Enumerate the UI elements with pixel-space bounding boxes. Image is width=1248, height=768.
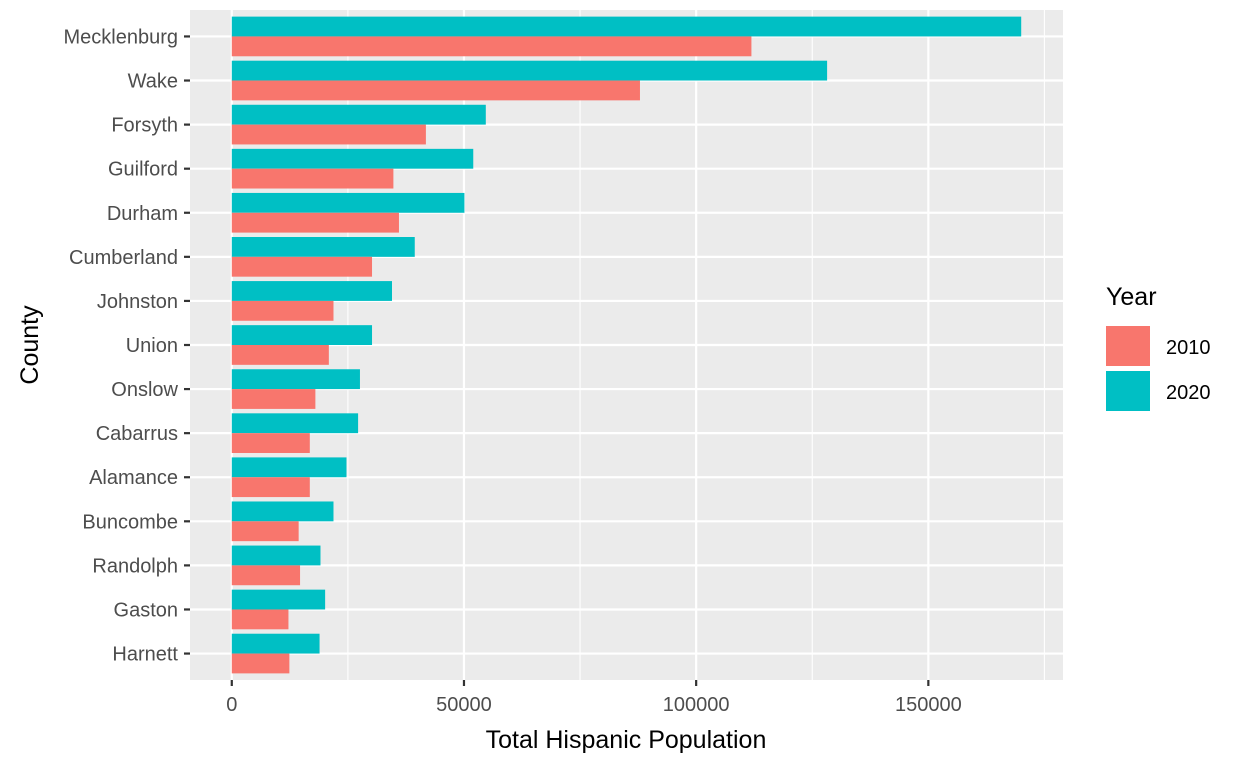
- bar-2010-guilford: [231, 168, 394, 189]
- y-tick-label: Forsyth: [111, 115, 178, 137]
- legend-label-2010: 2010: [1166, 337, 1211, 359]
- bar-2020-union: [231, 325, 373, 345]
- y-tick-label: Cumberland: [69, 247, 178, 269]
- x-tick-label: 50000: [436, 694, 492, 716]
- y-tick-label: Gaston: [114, 599, 178, 621]
- bar-2020-wake: [231, 60, 828, 81]
- y-tick-label: Buncombe: [82, 511, 178, 533]
- bar-2020-durham: [231, 192, 465, 213]
- y-tick-label: Cabarrus: [96, 423, 178, 445]
- y-axis-title: County: [16, 305, 44, 385]
- bars: [231, 16, 1022, 674]
- y-tick-label: Johnston: [97, 291, 178, 313]
- y-tick-label: Wake: [128, 71, 178, 93]
- bar-2020-johnston: [231, 281, 392, 301]
- legend-title: Year: [1106, 283, 1157, 311]
- bar-2020-onslow: [231, 369, 360, 390]
- y-tick-label: Onslow: [111, 379, 178, 401]
- y-tick-label: Alamance: [89, 467, 178, 489]
- bar-2010-onslow: [231, 389, 316, 409]
- bar-2020-guilford: [231, 148, 474, 169]
- bar-2010-harnett: [231, 653, 290, 674]
- bar-2010-buncombe: [231, 521, 299, 542]
- bar-2010-randolph: [231, 565, 301, 586]
- bar-2020-forsyth: [231, 104, 486, 125]
- y-tick-label: Guilford: [108, 159, 178, 181]
- y-tick-label: Union: [126, 335, 178, 357]
- legend-label-2020: 2020: [1166, 382, 1211, 404]
- bar-2010-mecklenburg: [231, 36, 752, 57]
- x-tick-label: 0: [226, 694, 237, 716]
- bar-2020-mecklenburg: [231, 16, 1022, 37]
- bar-2010-forsyth: [231, 124, 426, 145]
- y-axis: Mecklenburg Wake Forsyth Guilford Durham Cumb…: [63, 26, 190, 666]
- bar-2010-alamance: [231, 477, 310, 498]
- bar-2010-union: [231, 345, 329, 365]
- bar-2020-harnett: [231, 633, 320, 654]
- x-tick-label: 150000: [895, 694, 962, 716]
- y-tick-label: Durham: [107, 203, 178, 225]
- bar-2010-gaston: [231, 609, 289, 630]
- bar-2010-wake: [231, 80, 640, 101]
- x-axis-title: Total Hispanic Population: [486, 726, 767, 754]
- bar-2010-durham: [231, 212, 399, 233]
- legend-key-2010: [1106, 326, 1150, 366]
- legend: Year 2010 2020: [1106, 283, 1211, 411]
- y-tick-label: Randolph: [92, 555, 178, 577]
- bar-2010-johnston: [231, 300, 334, 321]
- bar-2020-gaston: [231, 589, 326, 610]
- bar-2020-cumberland: [231, 237, 415, 257]
- bar-2010-cumberland: [231, 256, 373, 277]
- y-tick-label: Mecklenburg: [63, 26, 178, 48]
- bar-2020-randolph: [231, 545, 321, 566]
- x-tick-label: 100000: [663, 694, 730, 716]
- bar-2020-cabarrus: [231, 413, 359, 434]
- bar-2010-cabarrus: [231, 433, 310, 453]
- bar-2020-alamance: [231, 457, 347, 478]
- y-tick-label: Harnett: [112, 644, 178, 666]
- legend-key-2020: [1106, 371, 1150, 411]
- bar-2020-buncombe: [231, 501, 334, 522]
- x-axis: 0 50000 100000 150000: [226, 680, 962, 716]
